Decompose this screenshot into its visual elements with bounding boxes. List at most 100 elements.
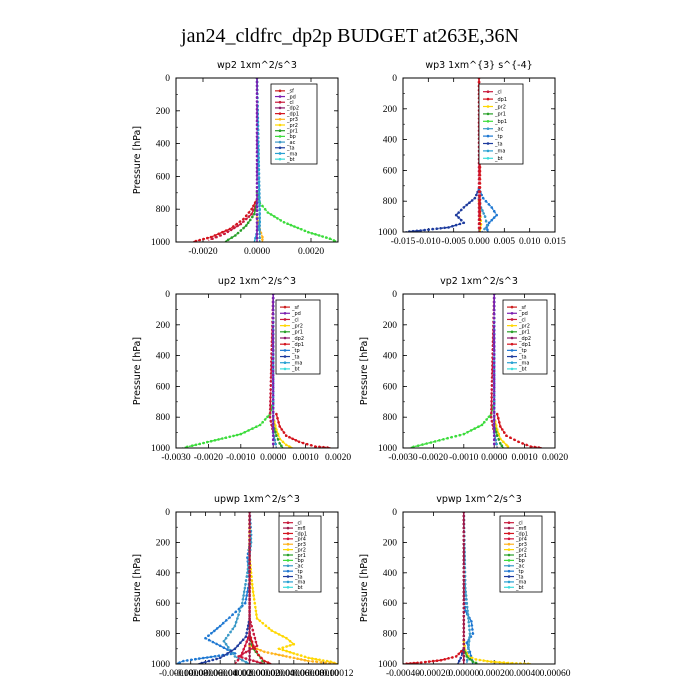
- y-tick-label: 600: [156, 599, 171, 609]
- series-marker: [490, 384, 494, 387]
- series-marker: [318, 658, 321, 662]
- legend-label: _dp2: [518, 336, 531, 342]
- series-marker: [303, 658, 307, 662]
- series-marker: [248, 542, 251, 546]
- legend-marker: [507, 526, 511, 530]
- series-marker: [517, 440, 520, 444]
- y-tick-label: 600: [383, 382, 398, 392]
- series-marker: [486, 228, 489, 231]
- series-marker: [467, 643, 471, 647]
- series-marker: [275, 428, 278, 431]
- series-marker: [271, 373, 275, 377]
- series-marker: [462, 618, 466, 622]
- legend-marker: [486, 112, 490, 116]
- series-marker: [457, 652, 461, 656]
- legend-marker: [278, 129, 282, 132]
- series-marker: [248, 606, 251, 610]
- series-marker: [492, 296, 496, 300]
- series-marker: [202, 237, 205, 241]
- series-marker: [278, 425, 282, 428]
- series-marker: [450, 435, 453, 439]
- series-marker: [255, 84, 259, 88]
- series-marker: [271, 341, 275, 344]
- legend-marker: [286, 580, 290, 584]
- series-marker: [490, 411, 493, 415]
- series-marker: [482, 212, 486, 215]
- series-marker: [492, 434, 496, 438]
- series-marker: [255, 650, 259, 654]
- series-marker: [470, 199, 474, 202]
- series-marker: [490, 376, 494, 379]
- series-marker: [457, 659, 461, 663]
- series-marker: [243, 644, 247, 648]
- series-marker: [492, 353, 496, 357]
- series-marker: [264, 624, 268, 627]
- legend-label: _ma: [291, 361, 302, 367]
- series-marker: [255, 205, 259, 209]
- series-marker: [236, 224, 239, 228]
- series-marker: [226, 230, 230, 234]
- series-marker: [222, 654, 226, 657]
- y-axis-label: Pressure [hPa]: [132, 554, 143, 622]
- legend-label: _dp1: [494, 97, 507, 103]
- y-tick-label: 1000: [378, 228, 397, 238]
- series-marker: [228, 616, 231, 619]
- series-marker: [239, 432, 243, 436]
- series-marker: [475, 193, 478, 197]
- x-tick-label: -0.00020: [416, 669, 450, 679]
- series-marker: [490, 392, 494, 395]
- y-tick-label: 400: [383, 569, 398, 579]
- series-marker: [483, 227, 486, 231]
- series-marker: [259, 661, 262, 664]
- legend-marker: [486, 105, 490, 108]
- series-marker: [490, 388, 494, 391]
- series-marker: [433, 440, 437, 443]
- series-marker: [462, 582, 466, 586]
- series-marker: [490, 380, 494, 383]
- series-marker: [250, 624, 253, 628]
- legend-label: _dp1: [518, 342, 531, 348]
- series-marker: [301, 441, 305, 445]
- x-tick-label: -0.00004: [203, 669, 237, 679]
- x-tick-label: -0.0030: [161, 453, 191, 463]
- series-marker: [490, 396, 494, 399]
- legend-marker: [283, 330, 287, 334]
- x-tick-label: 0.0010: [293, 453, 319, 463]
- legend-marker: [507, 564, 511, 568]
- series-marker: [222, 639, 226, 643]
- series-marker: [271, 345, 275, 349]
- series-marker: [282, 221, 286, 224]
- y-tick-label: 200: [383, 321, 398, 331]
- legend-marker: [507, 542, 511, 546]
- series-marker: [178, 661, 181, 664]
- series-marker: [215, 657, 218, 661]
- series-marker: [478, 226, 482, 230]
- series-marker: [255, 229, 259, 232]
- series-marker: [255, 217, 259, 220]
- series-marker: [492, 321, 496, 324]
- legend-marker: [283, 318, 287, 321]
- series-marker: [266, 651, 270, 654]
- series-marker: [492, 410, 496, 413]
- series-marker: [431, 659, 435, 663]
- series-marker: [197, 657, 201, 660]
- legend-marker: [278, 157, 282, 161]
- x-tick-label: 0.00060: [540, 669, 571, 679]
- series-marker: [492, 385, 496, 389]
- series-marker: [218, 656, 222, 660]
- series-line: [463, 641, 533, 664]
- series-marker: [252, 632, 256, 636]
- series-marker: [206, 236, 209, 240]
- series-group: [192, 78, 338, 242]
- series-marker: [271, 398, 275, 401]
- series-marker: [221, 437, 224, 440]
- series-group: [403, 512, 533, 664]
- series-marker: [310, 657, 314, 660]
- series-marker: [248, 562, 251, 566]
- legend-label: _mfl: [515, 526, 527, 532]
- legend-marker: [286, 564, 290, 568]
- legend-label: _tp: [518, 348, 527, 354]
- series-marker: [467, 647, 470, 651]
- legend-marker: [283, 336, 287, 340]
- series-marker: [462, 554, 466, 558]
